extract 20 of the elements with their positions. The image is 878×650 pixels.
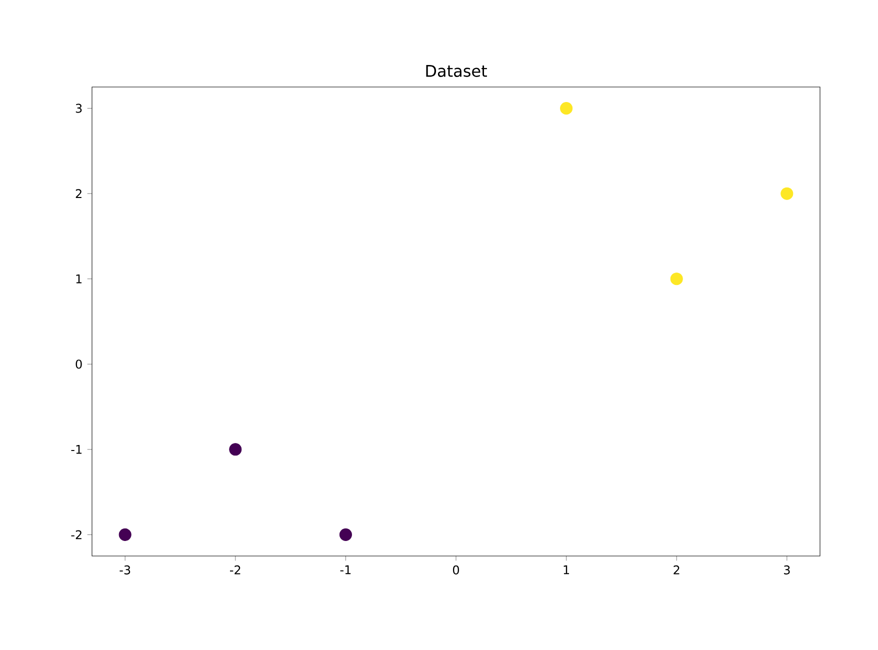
point [118,528,132,541]
y-tick-label: 2 [76,189,82,198]
y-tick-label: 3 [76,104,82,113]
x-tick-label: 1 [564,565,570,574]
x-tick-label: -2 [230,565,240,574]
y-tick-label: -1 [71,445,82,454]
point [560,102,573,115]
point [339,528,352,541]
chart-title: Dataset [426,65,487,77]
x-tick-label: 2 [674,565,680,574]
point [670,272,683,286]
x-tick-label: 0 [452,565,460,574]
x-tick-label: 3 [784,565,790,574]
y-tick-label: 0 [76,360,82,369]
point [780,187,794,200]
point [229,443,242,456]
x-tick-label: -1 [340,565,351,574]
y-tick-label: 1 [76,274,82,284]
y-tick-label: -2 [71,530,82,540]
x-tick-label: -3 [120,565,130,574]
